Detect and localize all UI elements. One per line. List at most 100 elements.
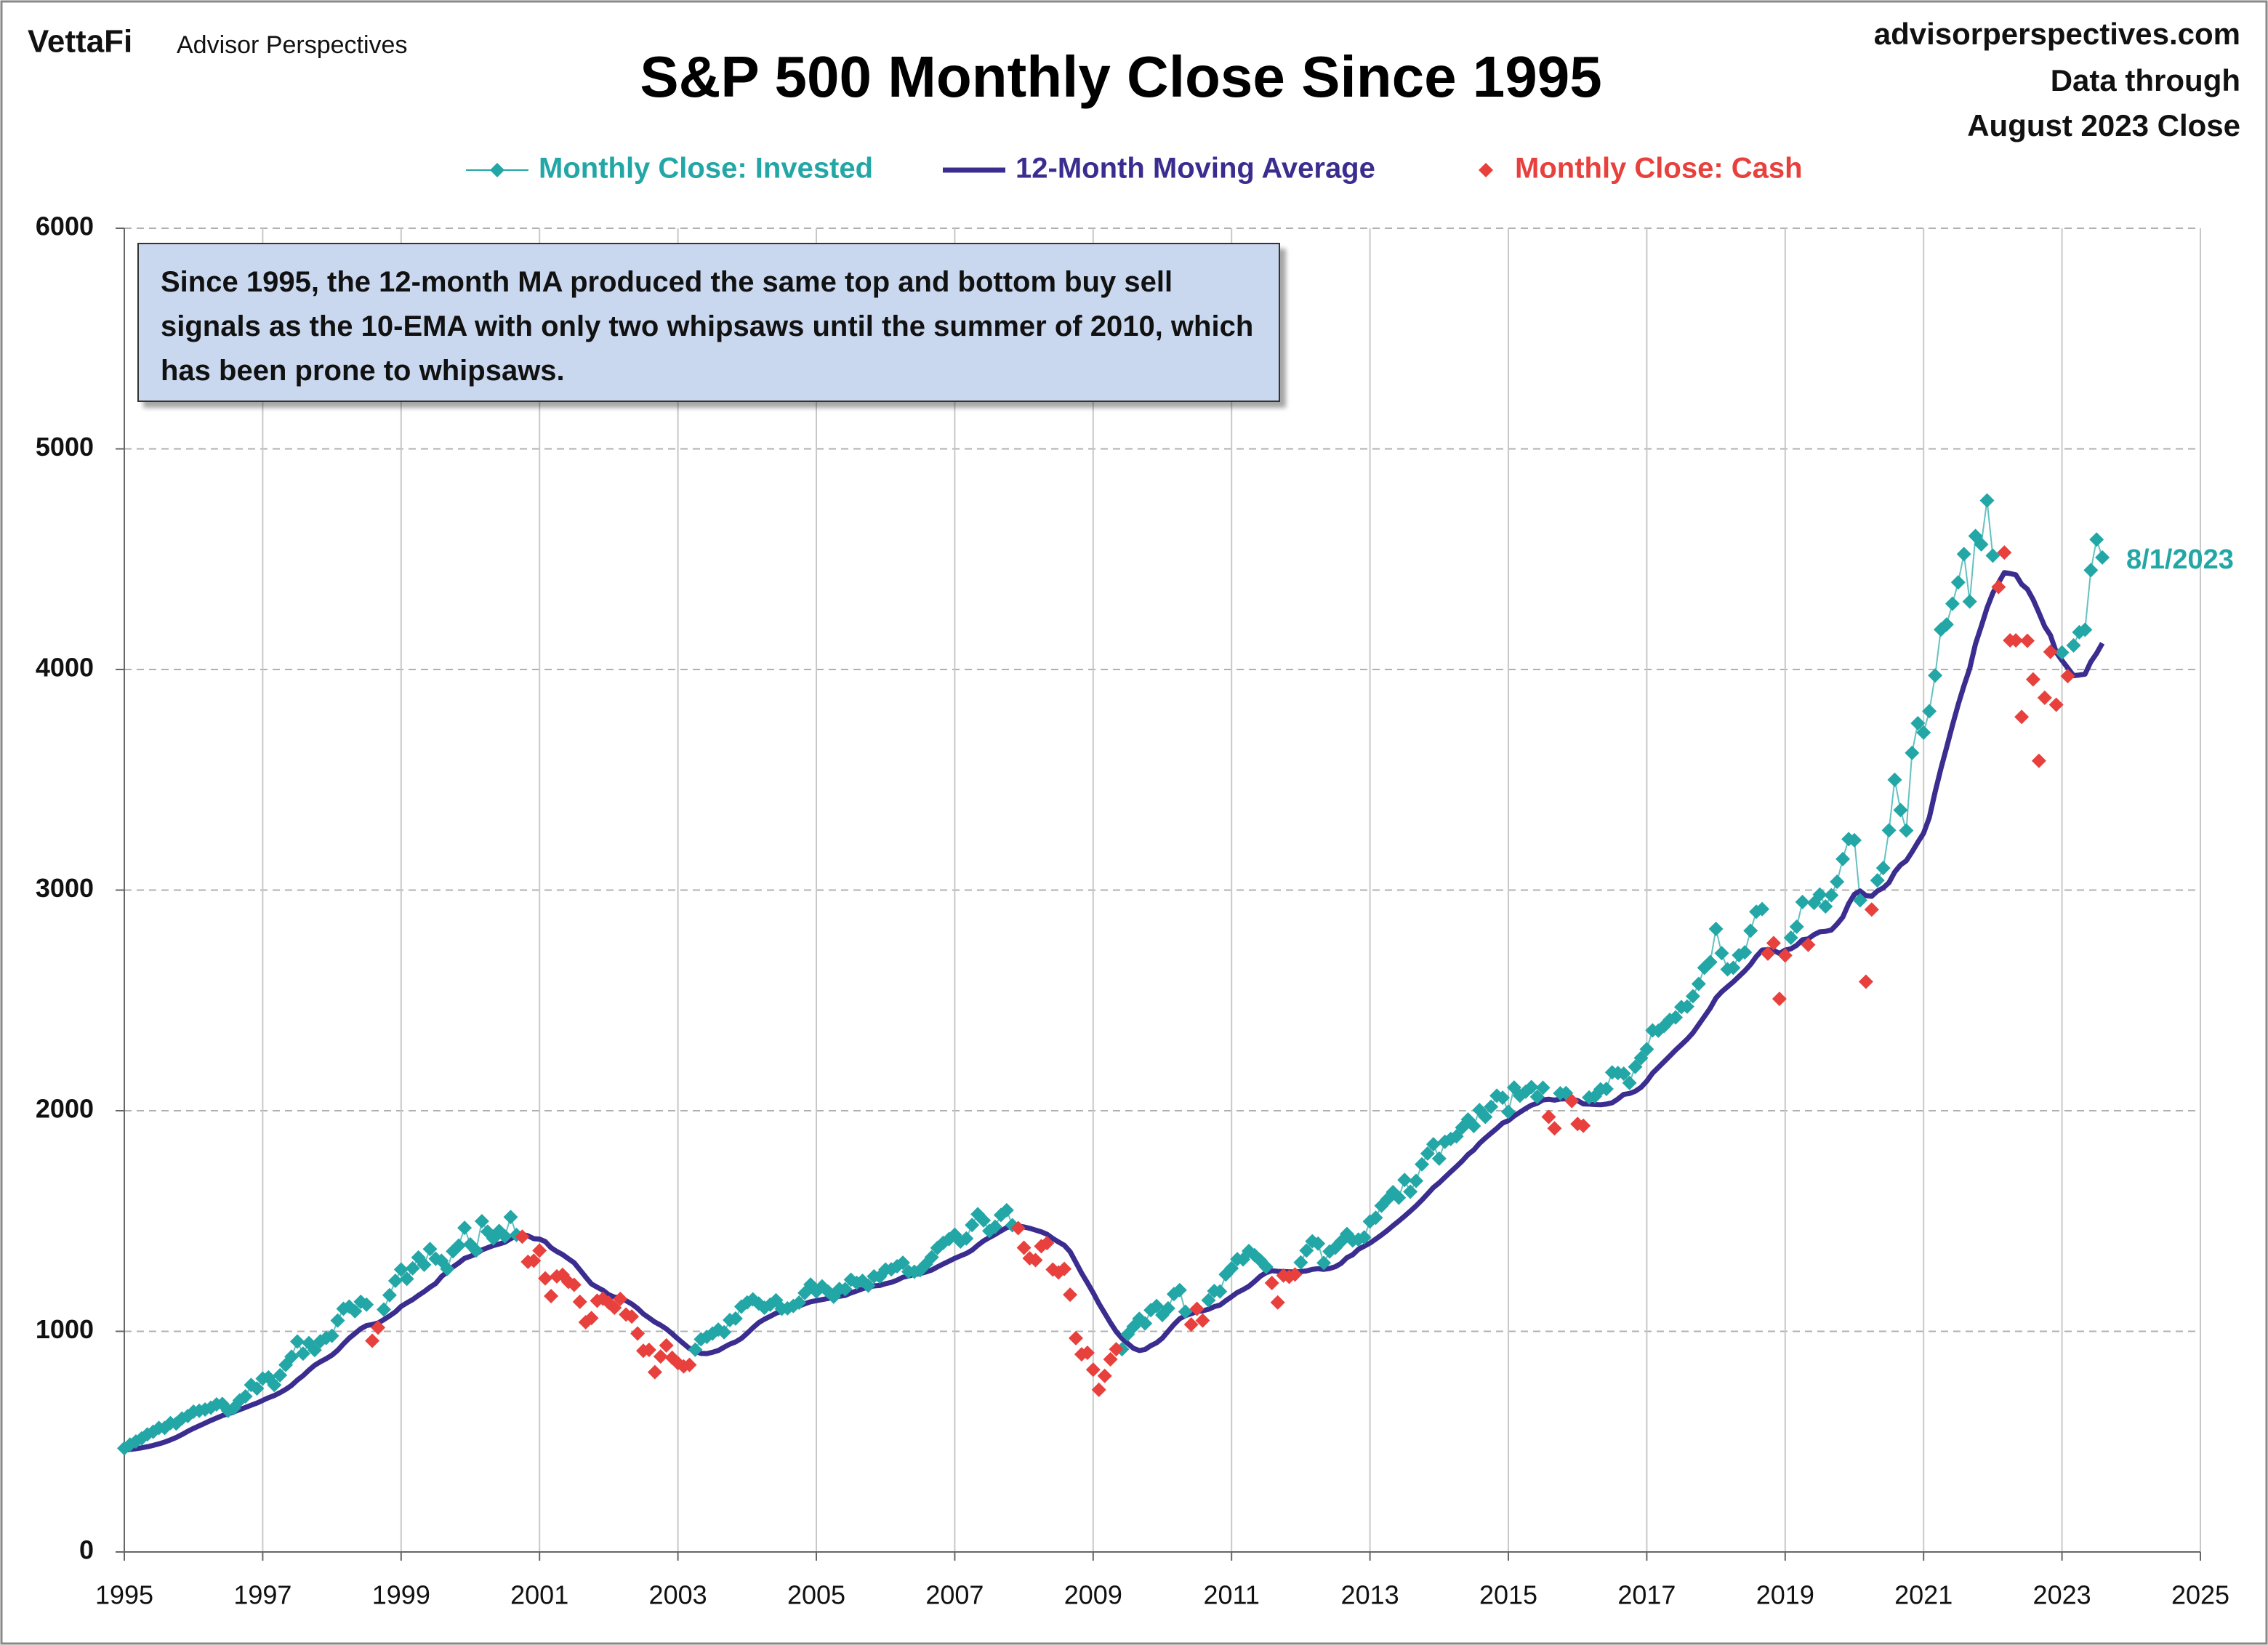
point: [987, 1219, 1002, 1234]
point: [2078, 622, 2093, 638]
y-tick-label: 5000: [36, 432, 94, 462]
point: [1501, 1104, 1516, 1119]
point: [1201, 1292, 1216, 1308]
point: [295, 1346, 310, 1362]
point: [584, 1311, 599, 1326]
point: [1708, 921, 1724, 936]
point: [1529, 1089, 1545, 1104]
point: [733, 1299, 749, 1314]
point: [382, 1287, 397, 1303]
point: [1160, 1300, 1175, 1316]
point: [624, 1309, 640, 1324]
point: [1887, 772, 1902, 787]
source: advisorperspectives.com: [1874, 17, 2240, 51]
point: [1316, 1255, 1332, 1271]
point: [267, 1377, 282, 1393]
point: [1950, 575, 1966, 590]
point: [457, 1220, 472, 1236]
point: [1691, 976, 1706, 992]
point: [1772, 992, 1787, 1007]
annotation-box: Since 1995, the 12-month MA produced the…: [137, 243, 1280, 402]
point: [1091, 1382, 1106, 1397]
point: [405, 1260, 420, 1276]
point: [307, 1343, 322, 1358]
x-tick-label: 2023: [2033, 1580, 2091, 1610]
point: [365, 1333, 380, 1348]
point: [1057, 1261, 1072, 1276]
point: [1264, 1276, 1279, 1291]
point: [387, 1273, 403, 1288]
series-line: [124, 570, 2105, 1453]
point: [1069, 1330, 1083, 1346]
point: [1172, 1282, 1187, 1298]
point: [659, 1338, 674, 1353]
point: [2060, 669, 2075, 684]
point: [1293, 1255, 1308, 1270]
point: [1702, 954, 1718, 970]
point: [1103, 1352, 1118, 1367]
point: [330, 1313, 345, 1328]
point: [1755, 901, 1770, 917]
point: [1616, 1066, 1631, 1082]
point: [1639, 1042, 1654, 1057]
brand: VettaFi: [28, 24, 132, 60]
point: [1213, 1284, 1228, 1299]
end-label: 8/1/2023: [2126, 544, 2234, 575]
point: [1685, 989, 1700, 1004]
point: [1633, 1050, 1649, 1066]
point: [1985, 548, 2000, 563]
point: [1541, 1109, 1556, 1125]
point: [1368, 1210, 1383, 1226]
point: [717, 1324, 732, 1340]
point: [1737, 945, 1753, 960]
point: [2054, 645, 2070, 660]
x-tick-label: 2005: [787, 1580, 845, 1610]
point: [1178, 1304, 1193, 1319]
point: [2020, 633, 2035, 648]
point: [532, 1243, 547, 1258]
point: [1979, 493, 1995, 508]
point: [1795, 894, 1810, 909]
data-through: August 2023 Close: [1967, 108, 2240, 142]
point: [1910, 716, 1926, 731]
point: [792, 1295, 807, 1311]
point: [1299, 1243, 1314, 1258]
point: [566, 1277, 582, 1292]
point: [1409, 1173, 1424, 1188]
brand-subtitle: Advisor Perspectives: [177, 31, 407, 59]
point: [1726, 960, 1741, 976]
point: [1679, 999, 1694, 1014]
point: [1858, 974, 1873, 989]
point: [1028, 1252, 1043, 1268]
point: [1928, 668, 1943, 683]
point: [1109, 1342, 1124, 1357]
point: [976, 1212, 992, 1228]
point: [861, 1278, 876, 1293]
point: [1801, 937, 1816, 952]
point: [440, 1261, 455, 1276]
legend-label: Monthly Close: Invested: [539, 153, 873, 185]
x-tick-label: 2019: [1756, 1580, 1814, 1610]
point: [2083, 563, 2099, 578]
point: [653, 1349, 668, 1364]
point: [1425, 1137, 1441, 1152]
point: [1195, 1313, 1210, 1328]
point: [1085, 1362, 1101, 1377]
data-through: Data through: [2051, 63, 2240, 97]
point: [1270, 1295, 1285, 1310]
markers: [365, 545, 2075, 1397]
point: [2014, 709, 2030, 725]
x-tick-label: 2001: [510, 1580, 568, 1610]
legend-label: 12-Month Moving Average: [1016, 153, 1375, 185]
point: [399, 1271, 414, 1287]
chart-title: S&P 500 Monthly Close Since 1995: [640, 44, 1602, 109]
point: [1899, 823, 1914, 838]
point: [422, 1242, 438, 1257]
point: [1466, 1118, 1481, 1133]
point: [1812, 887, 1827, 902]
point: [1997, 545, 2012, 560]
point: [451, 1238, 467, 1253]
x-tick-label: 2015: [1479, 1580, 1537, 1610]
point: [2089, 532, 2104, 547]
